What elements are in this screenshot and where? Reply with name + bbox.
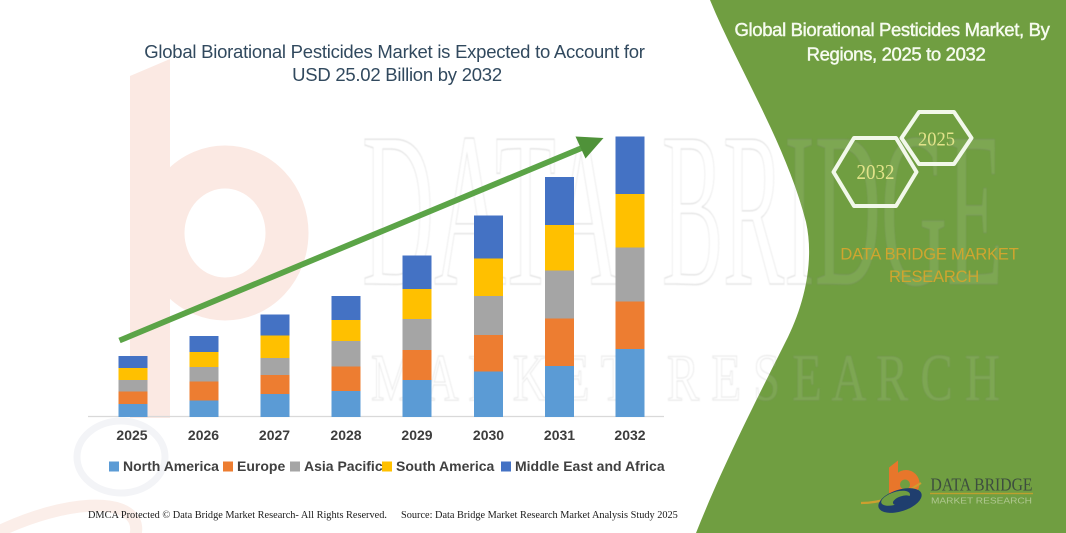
svg-text:Regions, 2025 to 2032: Regions, 2025 to 2032 — [807, 44, 986, 65]
svg-text:2028: 2028 — [330, 427, 361, 443]
svg-text:South America: South America — [396, 458, 494, 474]
svg-text:2029: 2029 — [401, 427, 432, 443]
svg-text:DATA BRIDGE: DATA BRIDGE — [931, 475, 1033, 495]
svg-text:2025: 2025 — [918, 129, 955, 151]
svg-text:USD 25.02 Billion by 2032: USD 25.02 Billion by 2032 — [292, 64, 502, 85]
svg-text:M A R K E T R E S E A R C H: M A R K E T R E S E A R C H — [371, 341, 1000, 415]
svg-text:DMCA Protected © Data Bridge M: DMCA Protected © Data Bridge Market Rese… — [88, 510, 387, 521]
svg-text:North America: North America — [123, 458, 219, 474]
svg-text:Middle East and Africa: Middle East and Africa — [515, 458, 665, 474]
svg-text:RESEARCH: RESEARCH — [889, 268, 979, 286]
svg-text:MARKET RESEARCH: MARKET RESEARCH — [931, 497, 1032, 506]
svg-text:Europe: Europe — [237, 458, 285, 474]
svg-text:Source: Data Bridge Market Res: Source: Data Bridge Market Research Mark… — [401, 510, 678, 521]
svg-text:2026: 2026 — [188, 427, 219, 443]
svg-text:BRIDGE: BRIDGE — [662, 87, 1003, 332]
svg-text:2032: 2032 — [857, 160, 895, 184]
svg-text:2031: 2031 — [544, 427, 575, 443]
svg-text:2027: 2027 — [259, 427, 290, 443]
svg-text:2030: 2030 — [473, 427, 504, 443]
svg-text:2025: 2025 — [116, 427, 147, 443]
svg-text:Global Biorational Pesticides: Global Biorational Pesticides Market, By — [734, 19, 1050, 40]
svg-text:DATA BRIDGE MARKET: DATA BRIDGE MARKET — [840, 246, 1018, 264]
svg-text:2032: 2032 — [614, 427, 645, 443]
svg-text:Global Biorational Pesticides: Global Biorational Pesticides Market is … — [144, 41, 645, 62]
svg-text:Asia Pacific: Asia Pacific — [304, 458, 383, 474]
